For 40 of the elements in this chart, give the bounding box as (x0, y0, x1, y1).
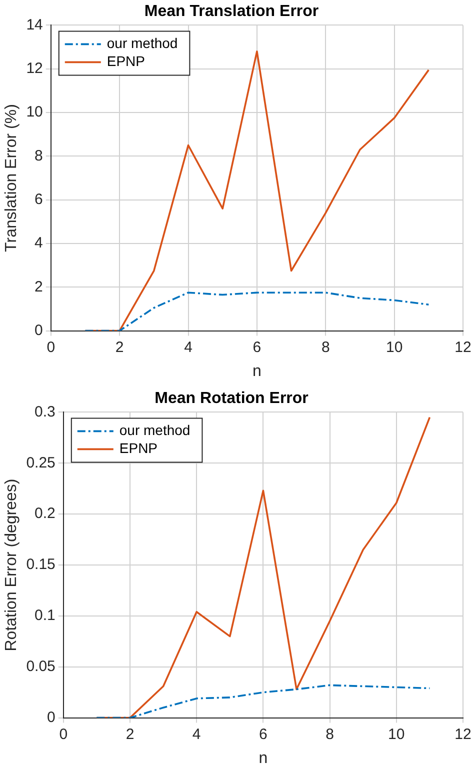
x-tick-label: 2 (115, 338, 124, 356)
x-tick-label: 4 (184, 338, 192, 356)
x-tick-label: 8 (326, 726, 334, 743)
y-tick-label: 0 (47, 708, 56, 726)
chart-title: Mean Translation Error (144, 3, 319, 20)
y-tick-label: 0.25 (26, 454, 56, 472)
y-tick-label: 10 (26, 104, 43, 121)
y-tick-label: 8 (34, 147, 43, 164)
y-tick-label: 0.3 (34, 403, 56, 420)
x-tick-label: 8 (321, 338, 330, 356)
chart-title: Mean Rotation Error (154, 390, 308, 408)
legend-label: EPNP (119, 440, 158, 456)
y-tick-label: 14 (26, 16, 43, 34)
y-tick-label: 4 (34, 234, 43, 252)
y-axis-title: Translation Error (%) (3, 104, 20, 252)
legend-label: EPNP (106, 53, 146, 70)
y-tick-label: 6 (34, 190, 43, 208)
line-series (84, 292, 430, 331)
y-axis-title: Rotation Error (degrees) (3, 478, 20, 652)
x-tick-label: 6 (259, 726, 268, 743)
y-tick-label: 0 (34, 322, 43, 339)
x-tick-label: 10 (386, 338, 403, 356)
x-tick-label: 0 (59, 726, 68, 743)
x-tick-label: 10 (388, 726, 405, 743)
y-tick-label: 0.05 (26, 658, 56, 676)
x-tick-label: 6 (252, 338, 262, 356)
y-tick-label: 0.2 (34, 505, 56, 522)
y-tick-label: 0.15 (26, 556, 56, 574)
x-tick-label: 12 (454, 338, 472, 356)
x-axis-title: n (252, 362, 262, 380)
x-tick-label: 4 (192, 726, 201, 743)
x-axis-title: n (258, 750, 268, 767)
y-tick-label: 12 (26, 60, 43, 77)
y-tick-label: 0.1 (34, 607, 56, 624)
x-tick-label: 2 (126, 726, 134, 743)
x-tick-label: 12 (454, 726, 472, 743)
legend-label: our method (119, 422, 190, 438)
legend-label: our method (106, 35, 178, 52)
line-series (96, 684, 431, 718)
y-tick-label: 2 (34, 278, 43, 296)
